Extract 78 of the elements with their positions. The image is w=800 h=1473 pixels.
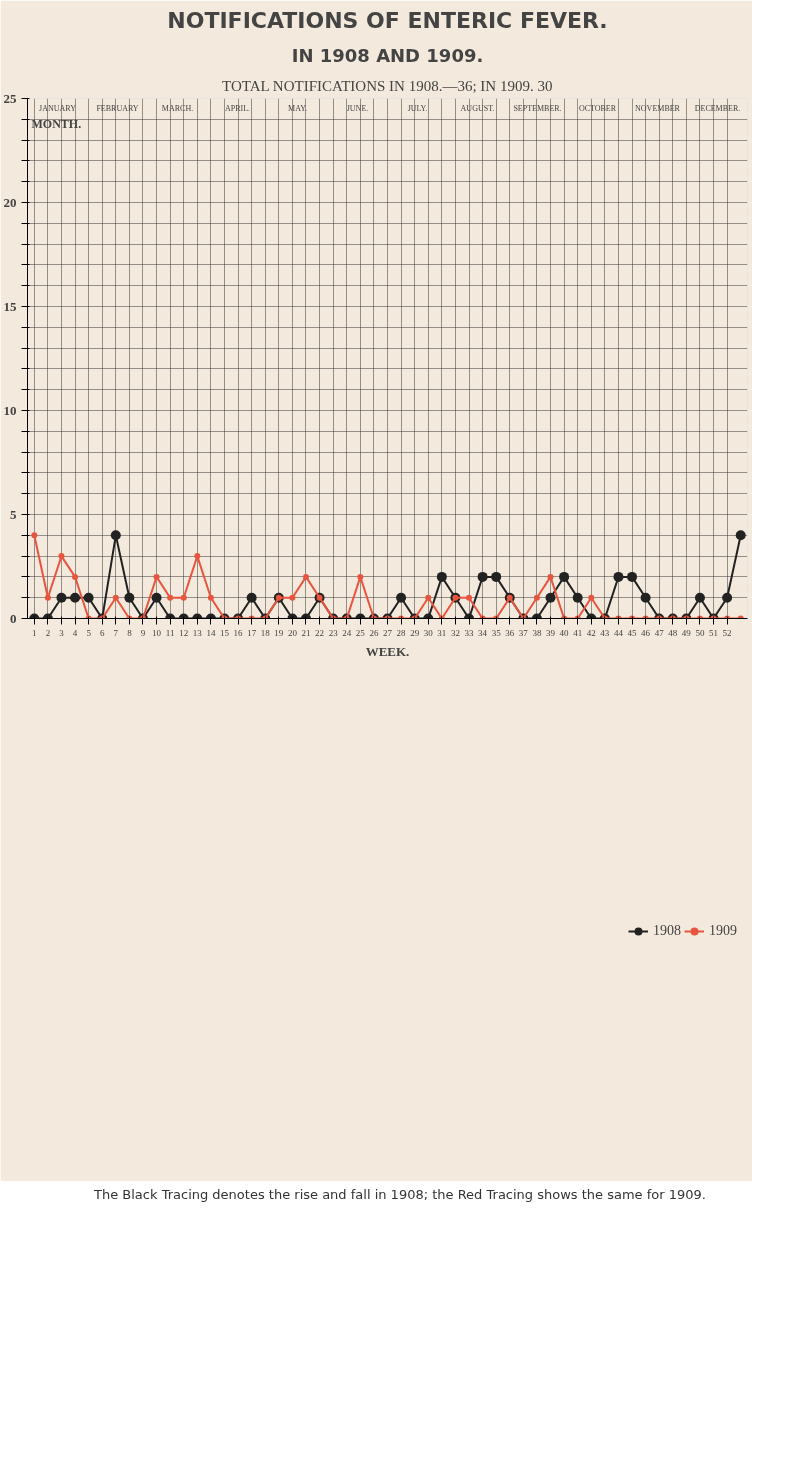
x-tick-label: 21 bbox=[301, 627, 311, 638]
annotation: AUGUST. bbox=[460, 103, 495, 113]
annotation: NOVEMBER bbox=[635, 103, 681, 113]
legend-label: 1909 bbox=[709, 923, 737, 939]
x-tick-label: 23 bbox=[328, 627, 339, 638]
chart-title: NOTIFICATIONS OF ENTERIC FEVER. bbox=[167, 7, 608, 33]
x-tick-label: 44 bbox=[613, 627, 624, 638]
annotation: OCTOBER bbox=[578, 103, 617, 113]
legend-label: 1908 bbox=[653, 923, 681, 939]
y-tick-label: 10 bbox=[3, 402, 17, 418]
x-tick-label: 16 bbox=[233, 627, 244, 638]
x-tick-label: 20 bbox=[287, 627, 298, 638]
annotation: MONTH. bbox=[31, 116, 82, 131]
x-tick-label: 12 bbox=[179, 627, 189, 638]
x-tick-label: 24 bbox=[342, 627, 352, 638]
x-tick-label: 6 bbox=[99, 627, 105, 638]
x-tick-label: 33 bbox=[464, 627, 475, 638]
annotation: JUNE. bbox=[346, 103, 369, 113]
y-tick-label: 25 bbox=[3, 90, 17, 106]
x-tick-label: 3 bbox=[59, 627, 65, 638]
x-tick-label: 41 bbox=[573, 627, 583, 638]
x-tick-label: 17 bbox=[247, 627, 257, 638]
x-tick-label: 43 bbox=[600, 627, 610, 638]
x-tick-label: 11 bbox=[165, 627, 175, 638]
x-tick-label: 26 bbox=[369, 627, 379, 638]
x-tick-label: 8 bbox=[127, 627, 133, 638]
text: TOTAL NOTIFICATIONS IN 1908.—36; IN 1909. 30 bbox=[222, 77, 553, 94]
chart-subtitle: IN 1908 AND 1909. bbox=[291, 44, 484, 66]
x-tick-label: 42 bbox=[586, 627, 596, 638]
x-tick-label: 10 bbox=[152, 627, 162, 638]
x-tick-label: 9 bbox=[140, 627, 146, 638]
x-tick-label: 27 bbox=[383, 627, 393, 638]
x-tick-label: 49 bbox=[681, 627, 692, 638]
y-tick-label: 15 bbox=[3, 298, 17, 314]
x-tick-label: 22 bbox=[315, 627, 325, 638]
y-tick-label: 0 bbox=[10, 610, 17, 626]
x-tick-label: 40 bbox=[559, 627, 570, 638]
y-tick-label: 5 bbox=[10, 506, 17, 522]
x-tick-label: 46 bbox=[641, 627, 651, 638]
x-tick-label: 51 bbox=[709, 627, 719, 638]
annotation: MARCH. bbox=[161, 103, 194, 113]
x-tick-label: 32 bbox=[450, 627, 460, 638]
x-tick-label: 18 bbox=[260, 627, 271, 638]
annotation: DECEMBER. bbox=[694, 103, 741, 113]
x-tick-label: 34 bbox=[478, 627, 488, 638]
x-tick-label: 45 bbox=[627, 627, 638, 638]
x-tick-label: 39 bbox=[546, 627, 556, 638]
x-tick-label: 4 bbox=[72, 627, 78, 638]
x-tick-label: 1 bbox=[32, 627, 37, 638]
x-tick-label: 47 bbox=[654, 627, 665, 638]
annotation: FEBRUARY bbox=[96, 103, 139, 113]
x-tick-label: 2 bbox=[45, 627, 51, 638]
x-tick-label: 37 bbox=[518, 627, 529, 638]
x-tick-label: 52 bbox=[722, 627, 732, 638]
x-tick-label: 5 bbox=[86, 627, 92, 638]
x-tick-label: 31 bbox=[437, 627, 447, 638]
x-tick-label: 30 bbox=[423, 627, 434, 638]
x-tick-label: 50 bbox=[695, 627, 705, 638]
x-tick-label: 35 bbox=[491, 627, 502, 638]
annotation: MAY. bbox=[288, 103, 307, 113]
x-tick-label: 29 bbox=[410, 627, 420, 638]
y-tick-label: 20 bbox=[3, 194, 17, 210]
x-tick-label: 19 bbox=[274, 627, 284, 638]
x-tick-label: 38 bbox=[532, 627, 542, 638]
annotation: JANUARY bbox=[39, 103, 77, 113]
x-tick-label: 15 bbox=[219, 627, 230, 638]
annotation: APRIL. bbox=[224, 103, 251, 113]
x-tick-label: 14 bbox=[206, 627, 216, 638]
text: The Black Tracing denotes the rise and fall in 1908; the Red Tracing shows the same for 1909. bbox=[94, 1186, 706, 1204]
annotation: SEPTEMBER. bbox=[513, 103, 562, 113]
annotation: JULY. bbox=[407, 103, 428, 113]
x-tick-label: 48 bbox=[668, 627, 678, 638]
x-tick-label: 13 bbox=[192, 627, 203, 638]
x-axis-title: WEEK. bbox=[365, 643, 410, 659]
x-tick-label: 28 bbox=[396, 627, 407, 638]
x-tick-label: 36 bbox=[505, 627, 515, 638]
x-tick-label: 25 bbox=[355, 627, 366, 638]
x-tick-label: 7 bbox=[113, 627, 119, 638]
